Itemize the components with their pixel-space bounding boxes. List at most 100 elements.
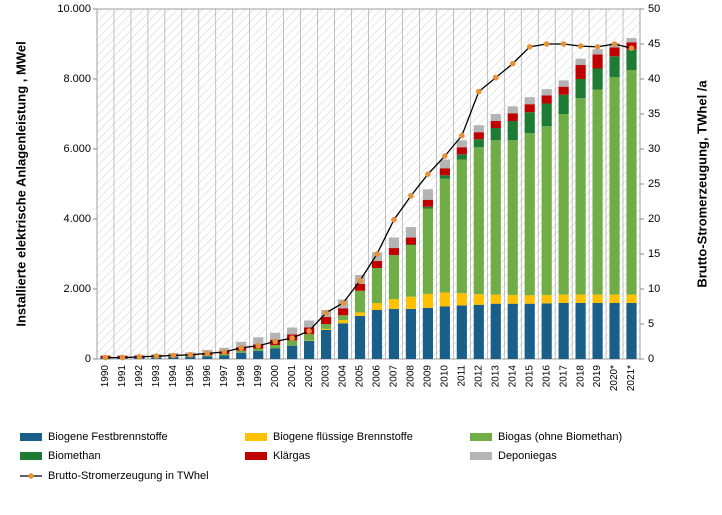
- bar-segment: [508, 121, 518, 140]
- bar-segment: [508, 295, 518, 304]
- x-tick-label: 2005: [355, 365, 366, 388]
- x-tick-label: 1997: [219, 365, 230, 388]
- x-tick-label: 1996: [202, 365, 213, 388]
- x-tick-label: 2007: [389, 365, 400, 388]
- bar-segment: [474, 139, 484, 147]
- legend-label: Biogas (ohne Biomethan): [498, 431, 622, 443]
- bar-segment: [423, 189, 433, 200]
- y2-tick-label: 15: [648, 248, 660, 260]
- legend-swatch: [245, 433, 267, 441]
- bar-segment: [592, 69, 602, 90]
- bar-segment: [338, 315, 348, 320]
- bar-segment: [423, 294, 433, 308]
- x-tick-label: 2016: [541, 365, 552, 388]
- x-tick-label: 2004: [338, 365, 349, 388]
- line-marker: [493, 75, 499, 81]
- bar-segment: [372, 310, 382, 359]
- bar-segment: [321, 329, 331, 330]
- bar-segment: [457, 293, 467, 305]
- bar-segment: [508, 304, 518, 359]
- x-tick-label: 2015: [524, 365, 535, 388]
- bar-segment: [406, 238, 416, 245]
- bar-segment: [389, 299, 399, 309]
- bar-segment: [474, 132, 484, 139]
- x-tick-label: 2006: [372, 365, 383, 388]
- bar-segment: [440, 307, 450, 360]
- bar-segment: [559, 114, 569, 295]
- bar-segment: [491, 140, 501, 294]
- bar-segment: [372, 261, 382, 268]
- bar-segment: [609, 303, 619, 359]
- bar-segment: [542, 104, 552, 127]
- bar-segment: [440, 160, 450, 169]
- bar-segment: [236, 351, 246, 353]
- bar-segment: [508, 106, 518, 113]
- bar-segment: [576, 303, 586, 359]
- line-marker: [188, 352, 194, 358]
- bar-segment: [559, 303, 569, 359]
- line-marker: [238, 345, 244, 351]
- bar-segment: [406, 245, 416, 296]
- bar-segment: [440, 179, 450, 293]
- bar-segment: [321, 324, 331, 329]
- line-marker: [154, 353, 160, 359]
- bar-segment: [592, 303, 602, 359]
- x-tick-label: 2019: [592, 365, 603, 388]
- bar-segment: [372, 268, 382, 303]
- y2-tick-label: 25: [648, 178, 660, 190]
- x-tick-label: 2011: [456, 365, 467, 387]
- bar-segment: [508, 113, 518, 121]
- bar-segment: [253, 351, 263, 359]
- bar-segment: [525, 304, 535, 359]
- y2-tick-label: 35: [648, 108, 660, 120]
- bar-segment: [372, 303, 382, 310]
- bar-segment: [525, 97, 535, 104]
- bar-segment: [559, 95, 569, 114]
- bar-segment: [202, 356, 212, 359]
- bar-segment: [592, 90, 602, 295]
- bar-segment: [338, 320, 348, 323]
- bar-segment: [626, 38, 636, 42]
- bar-segment: [626, 295, 636, 303]
- bar-segment: [609, 48, 619, 57]
- y-tick-label: 2.000: [63, 283, 91, 295]
- bar-segment: [457, 305, 467, 359]
- bar-segment: [559, 295, 569, 303]
- x-tick-label: 1993: [151, 365, 162, 388]
- x-tick-label: 2008: [406, 365, 417, 388]
- line-marker: [340, 300, 346, 306]
- bar-segment: [542, 295, 552, 303]
- bar-segment: [626, 49, 636, 70]
- bar-segment: [406, 245, 416, 246]
- x-tick-label: 1998: [236, 365, 247, 388]
- bar-segment: [576, 59, 586, 65]
- line-marker: [204, 351, 210, 357]
- bar-segment: [338, 323, 348, 359]
- bar-segment: [270, 345, 280, 349]
- bar-segment: [491, 304, 501, 359]
- y2-tick-label: 20: [648, 213, 660, 225]
- line-marker: [544, 41, 550, 47]
- bar-segment: [321, 317, 331, 324]
- bar-segment: [576, 65, 586, 79]
- bar-segment: [609, 77, 619, 294]
- bar-segment: [542, 89, 552, 95]
- bar-segment: [626, 303, 636, 359]
- line-marker: [612, 41, 618, 47]
- bar-segment: [576, 79, 586, 98]
- bar-segment: [440, 168, 450, 175]
- x-tick-label: 1994: [168, 365, 179, 388]
- bar-segment: [389, 255, 399, 299]
- legend-swatch: [20, 452, 42, 460]
- line-marker: [272, 339, 278, 345]
- y2-tick-label: 50: [648, 3, 660, 15]
- x-tick-label: 2003: [321, 365, 332, 388]
- line-marker: [103, 355, 109, 361]
- bar-segment: [304, 341, 314, 359]
- line-marker: [357, 278, 363, 284]
- line-marker: [561, 41, 567, 47]
- line-marker: [374, 251, 380, 257]
- bar-segment: [474, 125, 484, 132]
- bar-segment: [559, 87, 569, 95]
